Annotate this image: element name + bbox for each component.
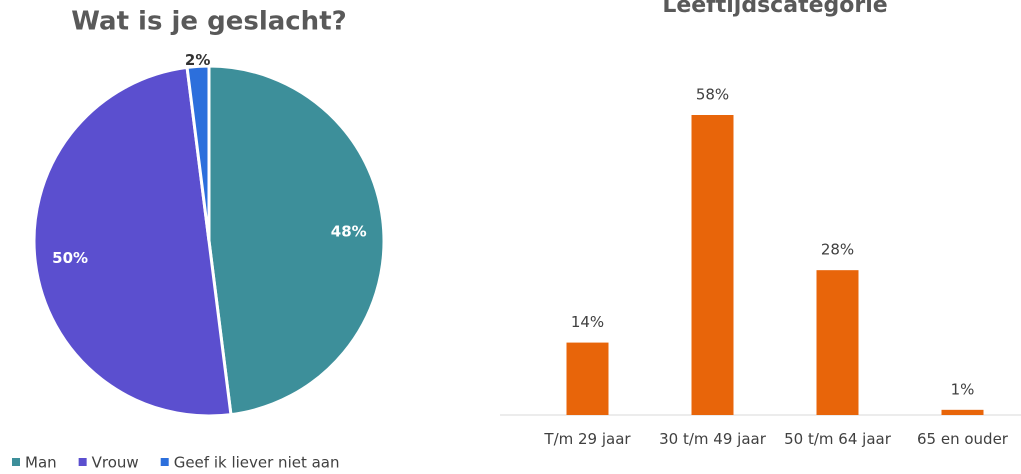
legend-swatch [78,458,87,466]
bar-label: 28% [821,241,854,259]
legend-swatch [160,458,169,466]
legend-label: Man [25,454,57,472]
pie-slice [32,65,233,418]
bar [566,342,609,415]
bar [816,270,859,415]
pie-slice [185,64,211,242]
category-label: 50 t/m 64 jaar [784,430,891,448]
legend-label: Vrouw [92,454,139,472]
pie-label: 2% [185,51,210,69]
pie-title: Wat is je geslacht? [71,7,346,37]
bar-title: Leeftijdscategorie [662,0,887,18]
pie-label: 50% [52,249,88,267]
category-label: 30 t/m 49 jaar [659,430,766,448]
bar [941,409,984,415]
bar-label: 14% [571,313,604,331]
bar-label: 1% [951,380,975,398]
pie-slice [207,64,386,417]
pie-label: 48% [331,223,367,241]
bar-label: 58% [696,86,729,104]
bar [691,115,734,415]
category-label: T/m 29 jaar [544,430,631,448]
legend-label: Geef ik liever niet aan [174,454,340,472]
legend-swatch [12,458,20,466]
category-label: 65 en ouder [917,430,1008,448]
